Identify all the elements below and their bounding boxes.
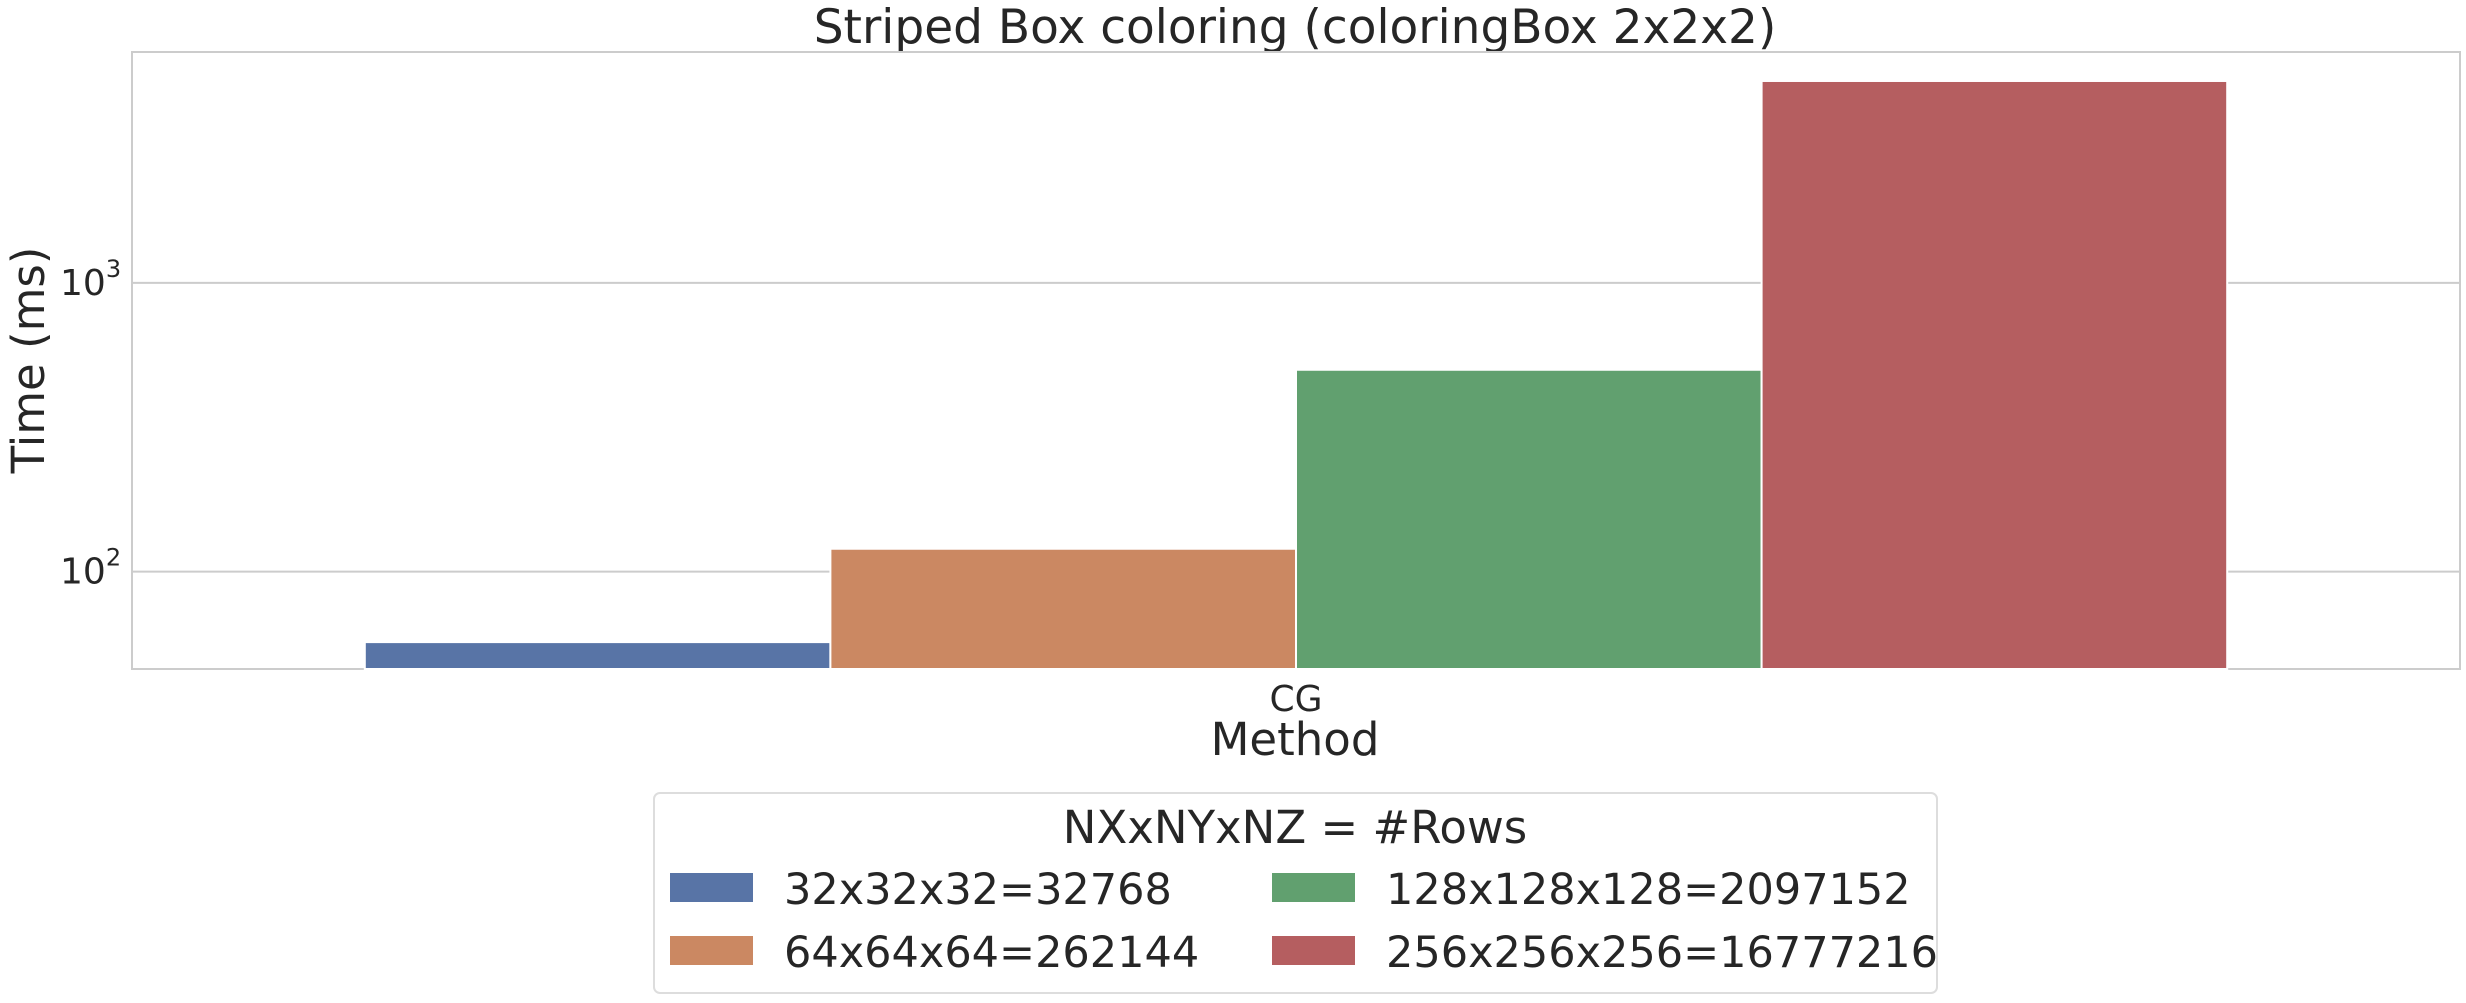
x-tick-labels: CG <box>1269 679 1322 720</box>
chart-title: Striped Box coloring (coloringBox 2x2x2) <box>814 0 1777 55</box>
legend-swatch-3 <box>1272 873 1355 902</box>
legend-title: NXxNYxNZ = #Rows <box>1063 801 1527 854</box>
x-tick-label-0: CG <box>1269 679 1322 720</box>
y-tick-base: 10 <box>60 263 106 304</box>
legend-swatch-4 <box>1272 936 1355 965</box>
legend-swatch-1 <box>670 873 753 902</box>
y-tick-base: 10 <box>60 552 106 593</box>
y-axis-label: Time (ms) <box>2 247 55 475</box>
legend-label-3: 128x128x128=2097152 <box>1386 865 1911 915</box>
bars <box>363 79 2229 671</box>
bar-4 <box>1760 79 2229 670</box>
legend-items: 32x32x32=32768 64x64x64=262144 128x128x128… <box>670 865 1938 978</box>
x-axis-label: Method <box>1211 713 1380 766</box>
y-tick-exponent: 3 <box>106 255 121 283</box>
y-tick-label-1: 103 <box>60 255 121 304</box>
y-tick-label-0: 102 <box>60 544 121 593</box>
y-tick-exponent: 2 <box>106 544 121 572</box>
bar-2 <box>829 547 1298 671</box>
legend-label-1: 32x32x32=32768 <box>784 865 1172 915</box>
legend: NXxNYxNZ = #Rows 32x32x32=32768 64x64x64=… <box>653 792 1938 994</box>
legend-swatch-2 <box>670 936 753 965</box>
legend-label-4: 256x256x256=16777216 <box>1386 928 1938 978</box>
legend-label-2: 64x64x64=262144 <box>784 928 1199 978</box>
bar-3 <box>1295 368 1763 670</box>
bar-1 <box>363 641 832 670</box>
